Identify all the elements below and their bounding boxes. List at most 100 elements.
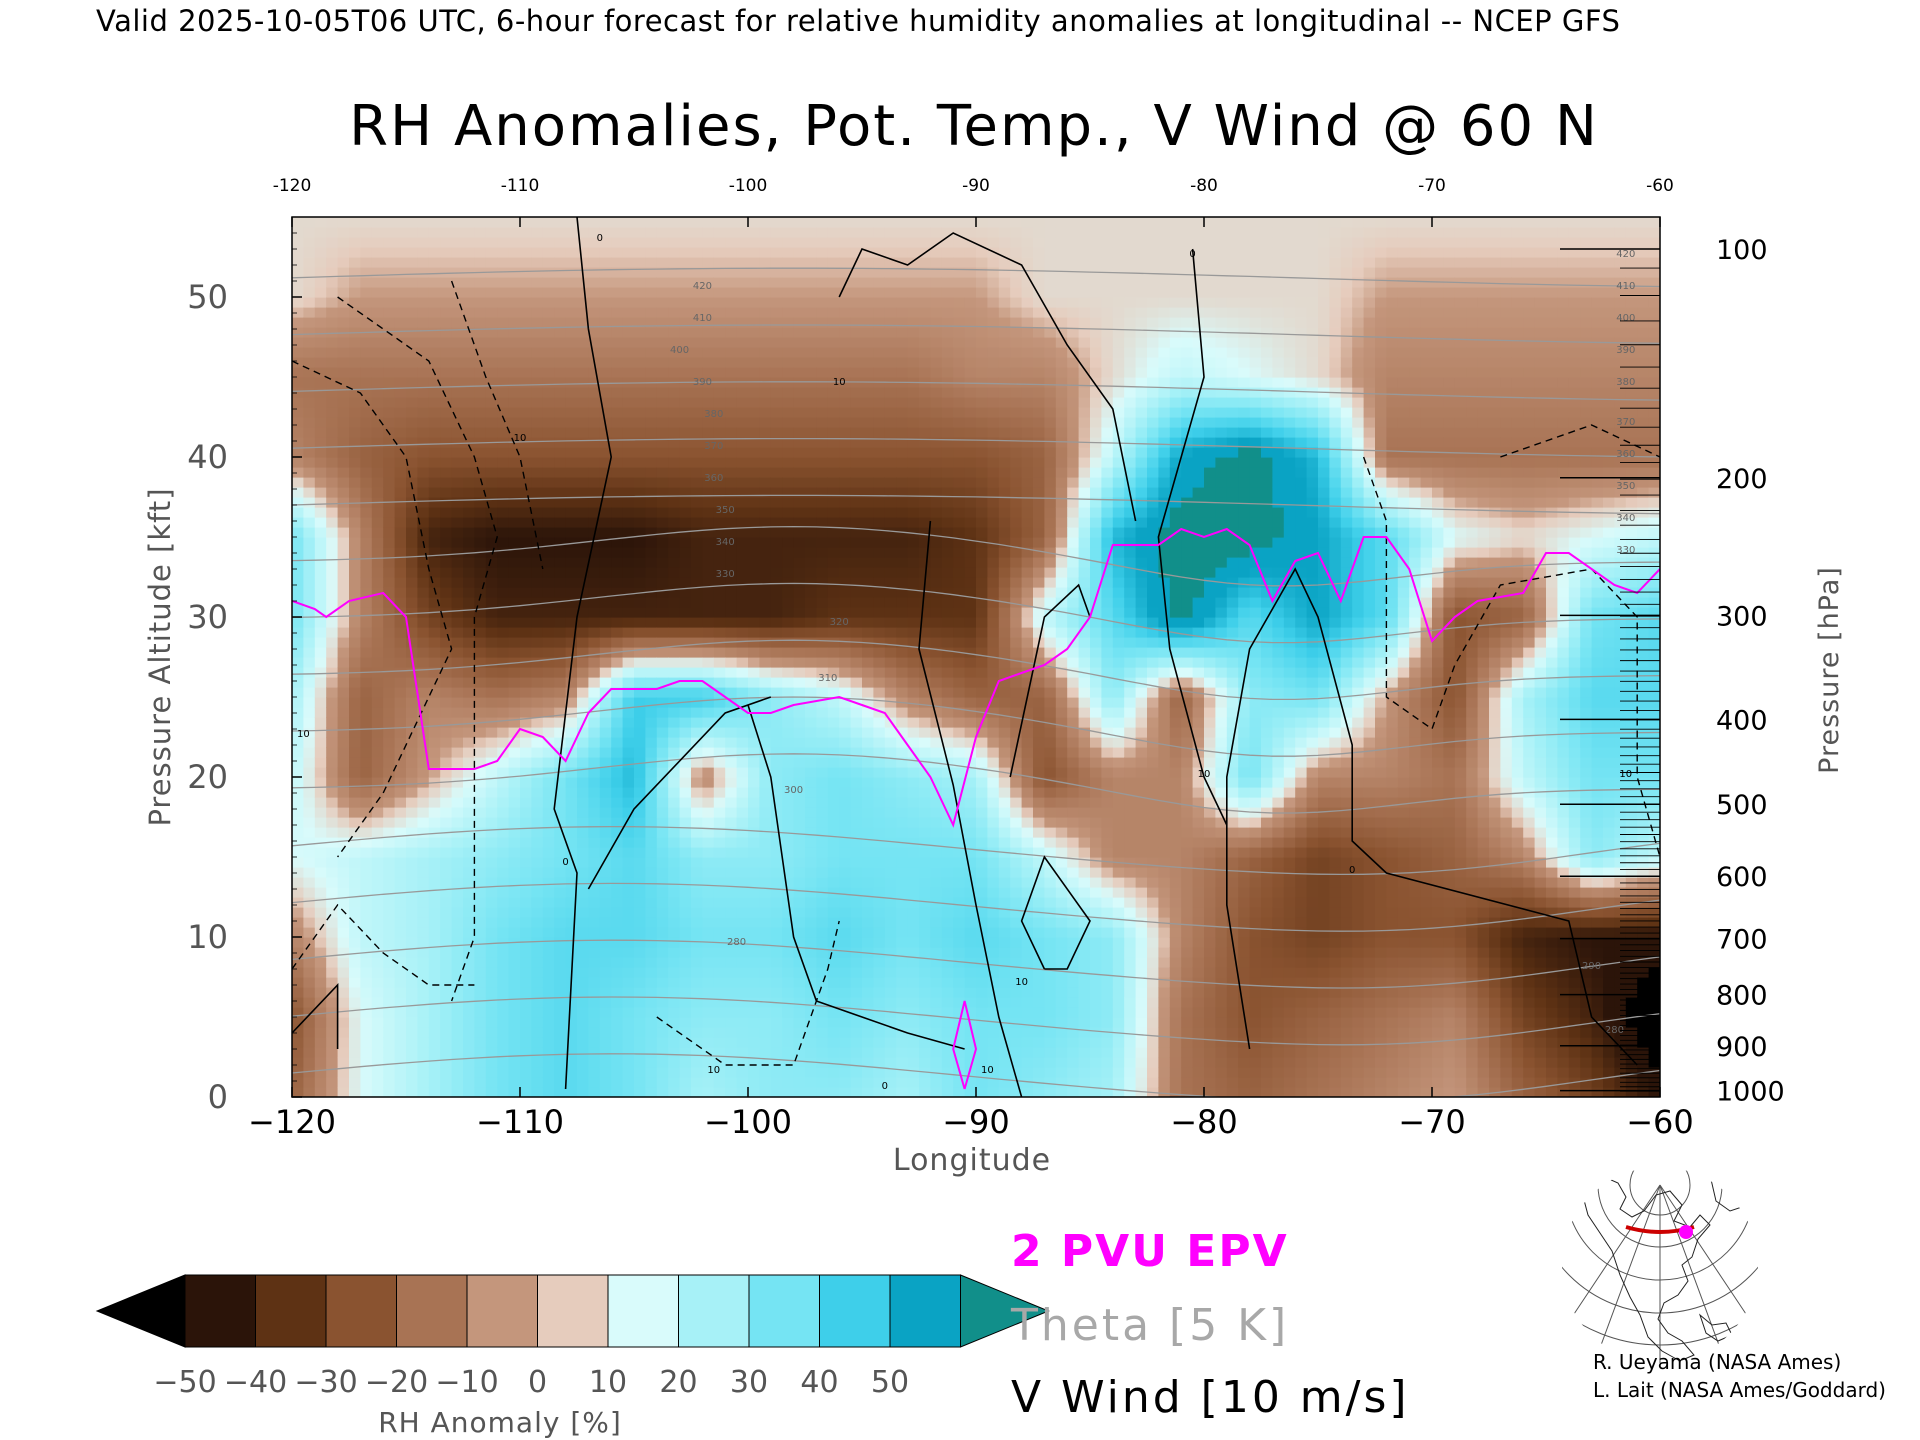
heatmap-cell: [326, 667, 339, 678]
heatmap-cell: [565, 627, 578, 638]
heatmap-cell: [314, 687, 327, 698]
heatmap-cell: [656, 337, 669, 348]
heatmap-cell: [679, 577, 692, 588]
heatmap-cell: [383, 1067, 396, 1078]
heatmap-cell: [292, 557, 304, 568]
heatmap-cell: [451, 787, 464, 798]
heatmap-cell: [371, 477, 384, 488]
heatmap-cell: [577, 427, 589, 438]
heatmap-cell: [474, 587, 487, 598]
heatmap-cell: [383, 627, 396, 638]
heatmap-cell: [360, 737, 373, 748]
heatmap-cell: [919, 337, 931, 348]
heatmap-cell: [451, 1017, 464, 1028]
heatmap-cell: [907, 1047, 920, 1058]
heatmap-cell: [691, 647, 703, 658]
heatmap-cell: [508, 1037, 521, 1048]
heatmap-cell: [588, 1057, 601, 1068]
heatmap-cell: [816, 327, 829, 338]
heatmap-cell: [440, 1007, 453, 1018]
heatmap-cell: [565, 927, 578, 938]
heatmap-cell: [531, 1057, 544, 1068]
heatmap-cell: [565, 987, 578, 998]
heatmap-cell: [907, 477, 920, 488]
heatmap-cell: [406, 497, 418, 508]
heatmap-cell: [611, 997, 624, 1008]
heatmap-cell: [542, 667, 555, 678]
heatmap-cell: [816, 517, 829, 528]
heatmap-cell: [349, 827, 361, 838]
heatmap-cell: [850, 477, 863, 488]
heatmap-cell: [793, 807, 806, 818]
heatmap-cell: [520, 617, 532, 628]
heatmap-cell: [349, 977, 361, 988]
heatmap-cell: [588, 277, 601, 288]
heatmap-cell: [656, 837, 669, 848]
heatmap-cell: [326, 737, 339, 748]
heatmap-cell: [759, 447, 772, 458]
heatmap-cell: [725, 597, 738, 608]
heatmap-cell: [554, 587, 567, 598]
heatmap-cell: [417, 647, 430, 658]
heatmap-cell: [440, 457, 453, 468]
heatmap-cell: [645, 1087, 658, 1097]
heatmap-cell: [406, 827, 418, 838]
heatmap-cell: [554, 947, 567, 958]
heatmap-cell: [565, 1057, 578, 1068]
heatmap-cell: [497, 447, 510, 458]
heatmap-cell: [326, 887, 339, 898]
heatmap-cell: [520, 997, 532, 1008]
heatmap-cell: [360, 787, 373, 798]
heatmap-cell: [474, 797, 487, 808]
heatmap-cell: [884, 917, 897, 928]
heatmap-cell: [862, 537, 874, 548]
heatmap-cell: [622, 847, 635, 858]
heatmap-cell: [896, 987, 909, 998]
heatmap-cell: [691, 787, 703, 798]
heatmap-cell: [554, 477, 567, 488]
heatmap-cell: [896, 297, 909, 308]
heatmap-cell: [497, 917, 510, 928]
heatmap-cell: [599, 677, 612, 688]
heatmap-cell: [383, 987, 396, 998]
heatmap-cell: [406, 297, 418, 308]
heatmap-cell: [713, 547, 726, 558]
heatmap-cell: [930, 857, 943, 868]
heatmap-cell: [919, 1057, 931, 1068]
heatmap-cell: [531, 787, 544, 798]
heatmap-cell: [691, 307, 703, 318]
heatmap-cell: [337, 1007, 350, 1018]
heatmap-cell: [474, 317, 487, 328]
heatmap-cell: [793, 417, 806, 428]
heatmap-cell: [531, 237, 544, 248]
heatmap-cell: [463, 1087, 475, 1097]
heatmap-cell: [736, 237, 749, 248]
heatmap-cell: [702, 457, 715, 468]
heatmap-cell: [850, 577, 863, 588]
heatmap-cell: [759, 987, 772, 998]
heatmap-cell: [713, 887, 726, 898]
heatmap-cell: [451, 627, 464, 638]
heatmap-cell: [394, 697, 407, 708]
heatmap-cell: [474, 667, 487, 678]
heatmap-cell: [634, 1007, 646, 1018]
heatmap-cell: [850, 587, 863, 598]
heatmap-cell: [463, 577, 475, 588]
heatmap-cell: [599, 637, 612, 648]
heatmap-cell: [816, 397, 829, 408]
heatmap-cell: [463, 547, 475, 558]
heatmap-cell: [782, 887, 795, 898]
heatmap-cell: [656, 1087, 669, 1097]
heatmap-cell: [839, 417, 852, 428]
heatmap-cell: [371, 737, 384, 748]
heatmap-cell: [850, 707, 863, 718]
heatmap-cell: [850, 767, 863, 778]
heatmap-cell: [406, 307, 418, 318]
heatmap-cell: [463, 467, 475, 478]
heatmap-cell: [873, 1047, 886, 1058]
heatmap-cell: [337, 547, 350, 558]
heatmap-cell: [349, 637, 361, 648]
heatmap-cell: [656, 1037, 669, 1048]
heatmap-cell: [896, 927, 909, 938]
heatmap-cell: [303, 257, 316, 268]
